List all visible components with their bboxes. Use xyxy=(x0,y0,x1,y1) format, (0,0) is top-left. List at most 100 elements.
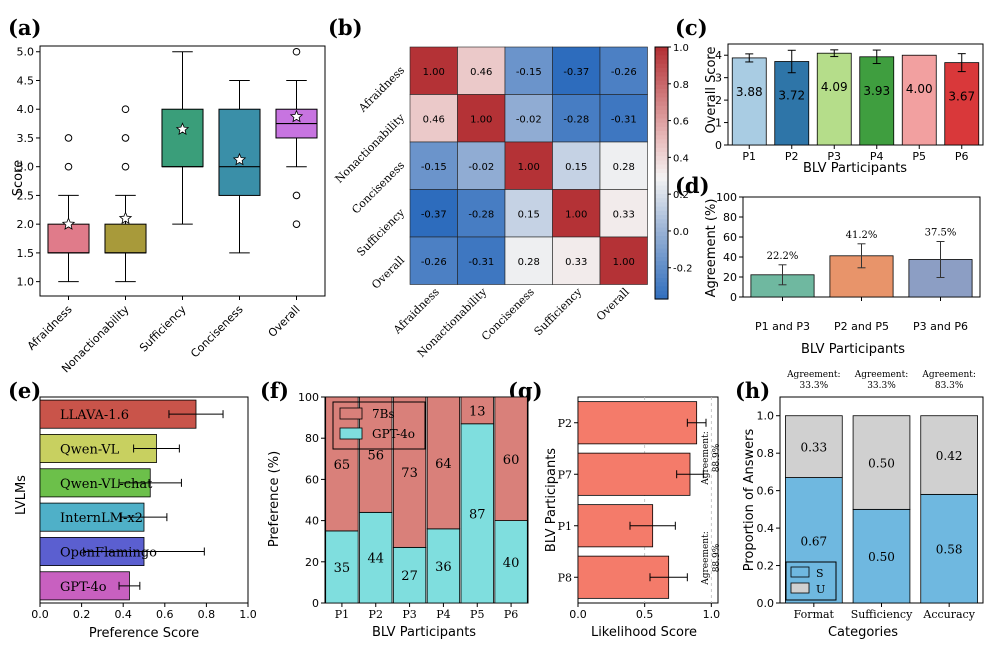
b-colorbar-segment xyxy=(655,143,668,149)
h-segment-label: 0.50 xyxy=(868,457,895,471)
b-cell-value: -0.26 xyxy=(611,67,637,78)
b-colorbar-segment xyxy=(655,122,668,128)
e-xtick-label: 0.8 xyxy=(198,608,216,621)
b-cell xyxy=(409,189,458,238)
b-colorbar-segment xyxy=(655,185,668,191)
a-outlier xyxy=(64,134,73,142)
h-legend-swatch xyxy=(790,566,810,578)
b-colorbar-segment xyxy=(655,286,668,292)
b-colorbar-segment xyxy=(655,101,668,107)
b-colorbar-segment xyxy=(655,231,668,237)
h-xtick-label: Sufficiency xyxy=(851,608,913,621)
b-cell xyxy=(504,94,553,143)
b-cell xyxy=(409,46,458,95)
g-bar xyxy=(577,401,698,445)
a-box xyxy=(161,108,204,168)
f-segment-label: 73 xyxy=(401,466,418,481)
c-value-label: 3.67 xyxy=(948,90,975,104)
b-cell-value: -0.28 xyxy=(468,209,494,220)
b-colorbar-segment xyxy=(655,126,668,132)
c-value-label: 3.72 xyxy=(778,89,805,103)
a-ytick-label: 4.5 xyxy=(17,74,35,87)
b-cell-value: 0.28 xyxy=(518,257,540,268)
b-colorbar-segment xyxy=(655,168,668,174)
e-xtick-label: 1.0 xyxy=(239,608,257,621)
f-bar-segment xyxy=(392,396,427,548)
f-ytick-label: 40 xyxy=(305,515,319,528)
b-row-label: Overall xyxy=(369,253,407,291)
e-bar-label: LLAVA-1.6 xyxy=(60,408,129,423)
c-ytick-label: 1 xyxy=(715,117,722,130)
f-segment-label: 60 xyxy=(503,453,520,468)
panel-label-f: (f) xyxy=(260,378,289,403)
b-colorbar-segment xyxy=(655,202,668,208)
g-ytick-label: P7 xyxy=(558,468,572,481)
b-colorbar-segment xyxy=(655,282,668,287)
e-xtick-label: 0.2 xyxy=(73,608,91,621)
c-value-label: 4.00 xyxy=(906,82,933,96)
b-cell-value: -0.31 xyxy=(611,114,637,125)
d-ytick-label: 100 xyxy=(716,191,737,204)
c-bar xyxy=(774,61,810,146)
h-segment-label: 0.58 xyxy=(936,543,963,557)
b-cell-value: 0.46 xyxy=(470,67,492,78)
b-colorbar-label: 1.0 xyxy=(673,43,689,54)
b-colorbar-segment xyxy=(655,294,668,300)
b-colorbar-segment xyxy=(655,160,668,166)
b-colorbar-segment xyxy=(655,252,668,258)
c-bar xyxy=(816,52,852,146)
d-xtick-label: P1 and P3 xyxy=(755,320,810,333)
a-outlier xyxy=(292,220,301,228)
b-cell-value: 0.33 xyxy=(565,257,587,268)
f-plot-frame xyxy=(324,396,529,604)
h-xtick-label: Accuracy xyxy=(922,608,975,621)
f-legend-swatch xyxy=(339,427,363,440)
b-colorbar-segment xyxy=(655,131,668,136)
b-cell xyxy=(552,94,601,143)
d-xlabel: BLV Participants xyxy=(801,342,905,357)
e-xlabel: Preference Score xyxy=(89,626,199,641)
d-ytick-label: 40 xyxy=(723,251,737,264)
g-xtick-label: 1.0 xyxy=(703,608,721,621)
c-ytick-label: 4 xyxy=(715,49,722,62)
f-bar-segment xyxy=(426,396,461,530)
h-agreement-value: 33.3% xyxy=(867,381,896,391)
a-outlier xyxy=(64,162,73,171)
f-xtick-label: P3 xyxy=(402,608,416,621)
c-xtick-label: P1 xyxy=(742,150,756,163)
b-colorbar-segment xyxy=(655,215,668,220)
b-cell xyxy=(599,189,648,238)
c-plot-frame xyxy=(727,43,984,146)
b-colorbar-segment xyxy=(655,139,668,145)
g-xlabel: Likelihood Score xyxy=(591,625,697,640)
a-xtick-label: Conciseness xyxy=(188,303,246,361)
c-xtick-label: P6 xyxy=(955,150,969,163)
d-xtick-label: P3 and P6 xyxy=(913,320,968,333)
d-value-label: 22.2% xyxy=(767,251,799,262)
g-agreement-value: 88.9% xyxy=(712,443,722,472)
g-agreement-label: Agreement: xyxy=(701,531,711,586)
h-ytick-label: 0.0 xyxy=(757,597,775,610)
b-cell xyxy=(504,46,553,95)
f-xtick-label: P4 xyxy=(436,608,450,621)
f-bar-segment xyxy=(359,396,393,513)
h-bar-segment xyxy=(852,415,911,510)
a-mean-star xyxy=(232,152,247,166)
b-colorbar-segment xyxy=(655,177,668,182)
c-bar xyxy=(901,54,937,146)
b-colorbar-segment xyxy=(655,89,668,94)
c-ylabel: Overall Score xyxy=(704,46,719,133)
f-xtick-label: P5 xyxy=(470,608,484,621)
e-bar-label: OpenFlamingo xyxy=(60,546,157,561)
b-cell-value: -0.31 xyxy=(468,257,494,268)
b-row-label: Afraidness xyxy=(355,63,407,115)
panel-label-h: (h) xyxy=(735,378,770,403)
b-colorbar-segment xyxy=(655,93,668,98)
b-colorbar-segment xyxy=(655,273,668,279)
b-colorbar-segment xyxy=(655,290,668,296)
f-ytick-label: 100 xyxy=(298,391,319,404)
b-colorbar-segment xyxy=(655,269,668,275)
h-ytick-label: 0.6 xyxy=(757,485,775,498)
b-cell xyxy=(457,94,506,143)
h-agreement-label: Agreement: xyxy=(854,370,909,380)
